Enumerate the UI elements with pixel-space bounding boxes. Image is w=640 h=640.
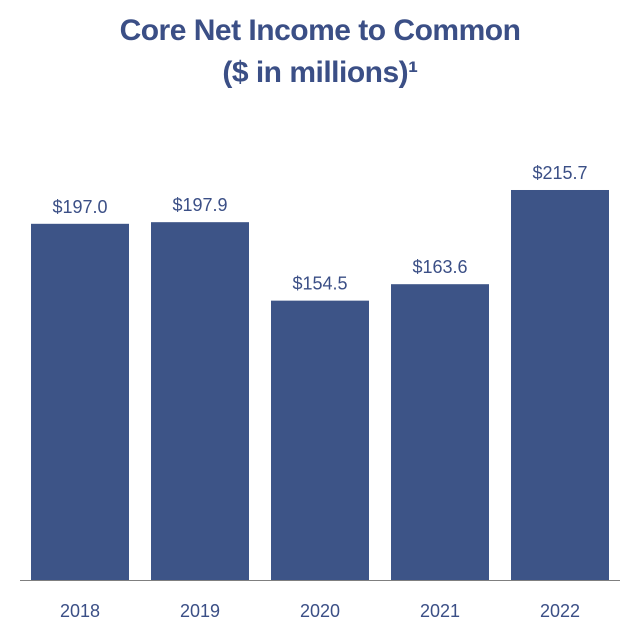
x-tick-labels-group: 2018 2019 2020 2021 2022 xyxy=(60,601,580,621)
x-tick-label-2019: 2019 xyxy=(180,601,220,621)
data-label-2018: $197.0 xyxy=(52,197,107,217)
data-label-2022: $215.7 xyxy=(532,163,587,183)
bar-2021 xyxy=(391,284,489,580)
bar-2020 xyxy=(271,300,369,580)
data-labels-group: $197.0 $197.9 $154.5 $163.6 $215.7 xyxy=(52,163,587,294)
bar-2022 xyxy=(511,189,609,580)
chart-title: Core Net Income to Common xyxy=(119,14,521,47)
x-tick-label-2018: 2018 xyxy=(60,601,100,621)
x-tick-label-2021: 2021 xyxy=(420,601,460,621)
chart-subtitle: ($ in millions)¹ xyxy=(222,56,418,89)
data-label-2020: $154.5 xyxy=(292,274,347,294)
x-tick-label-2022: 2022 xyxy=(540,601,580,621)
bar-2018 xyxy=(31,223,129,580)
bars-group xyxy=(31,189,609,581)
bar-2019 xyxy=(151,222,249,581)
data-label-2019: $197.9 xyxy=(172,195,227,215)
data-label-2021: $163.6 xyxy=(412,257,467,277)
x-tick-label-2020: 2020 xyxy=(300,601,340,621)
